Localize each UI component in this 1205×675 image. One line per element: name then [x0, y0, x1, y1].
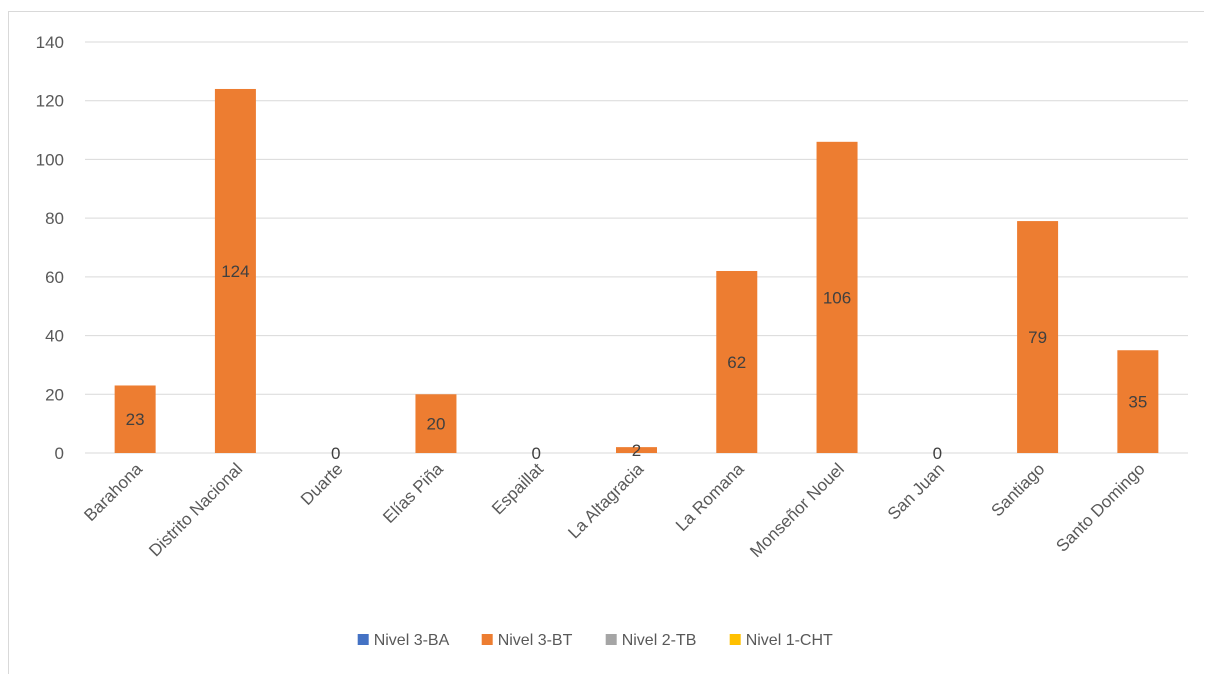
data-label: 0	[531, 444, 540, 463]
data-label: 2	[632, 441, 641, 460]
x-tick-label: La Romana	[672, 459, 748, 535]
y-tick-label: 20	[45, 385, 64, 404]
y-tick-label: 0	[55, 444, 64, 463]
x-tick-label: La Altagracia	[564, 459, 647, 542]
x-tick-label: Monseñor Nouel	[746, 459, 848, 561]
bar	[616, 447, 657, 453]
x-tick-label: Espaillat	[488, 459, 547, 518]
y-tick-label: 60	[45, 268, 64, 287]
bar	[1017, 221, 1059, 453]
data-label: 0	[331, 444, 340, 463]
data-label: 20	[426, 415, 445, 434]
bar	[716, 270, 758, 453]
legend-swatch	[481, 634, 493, 645]
y-tick-label: 80	[45, 209, 64, 228]
bar	[1117, 350, 1159, 453]
data-label: 79	[1028, 328, 1047, 347]
y-tick-label: 100	[36, 150, 64, 169]
legend-label: Nivel 2-TB	[622, 632, 697, 649]
data-label: 35	[1128, 393, 1147, 412]
x-tick-label: Distrito Nacional	[145, 459, 246, 560]
data-label: 0	[933, 444, 942, 463]
y-tick-label: 40	[45, 327, 64, 346]
x-tick-label: Santo Domingo	[1052, 459, 1148, 555]
x-tick-label: Duarte	[297, 459, 347, 509]
x-tick-label: San Juan	[884, 459, 948, 523]
y-tick-label: 120	[36, 92, 64, 111]
data-label: 124	[221, 262, 249, 281]
bar	[415, 394, 457, 453]
y-tick-label: 140	[36, 33, 64, 52]
x-tick-label: Barahona	[80, 459, 146, 525]
x-tick-label: Elías Piña	[379, 459, 447, 527]
legend-swatch	[729, 634, 741, 645]
bar	[114, 385, 156, 453]
legend-label: Nivel 3-BA	[374, 632, 450, 649]
bar	[214, 88, 256, 453]
data-label: 106	[823, 288, 851, 307]
chart-frame	[8, 11, 1204, 674]
bar	[816, 141, 858, 454]
legend-swatch	[357, 634, 369, 645]
data-label: 62	[727, 353, 746, 372]
legend-label: Nivel 1-CHT	[746, 632, 833, 649]
data-label: 23	[126, 410, 145, 429]
legend-swatch	[605, 634, 617, 645]
x-tick-label: Santiago	[988, 459, 1049, 520]
legend-label: Nivel 3-BT	[498, 632, 573, 649]
